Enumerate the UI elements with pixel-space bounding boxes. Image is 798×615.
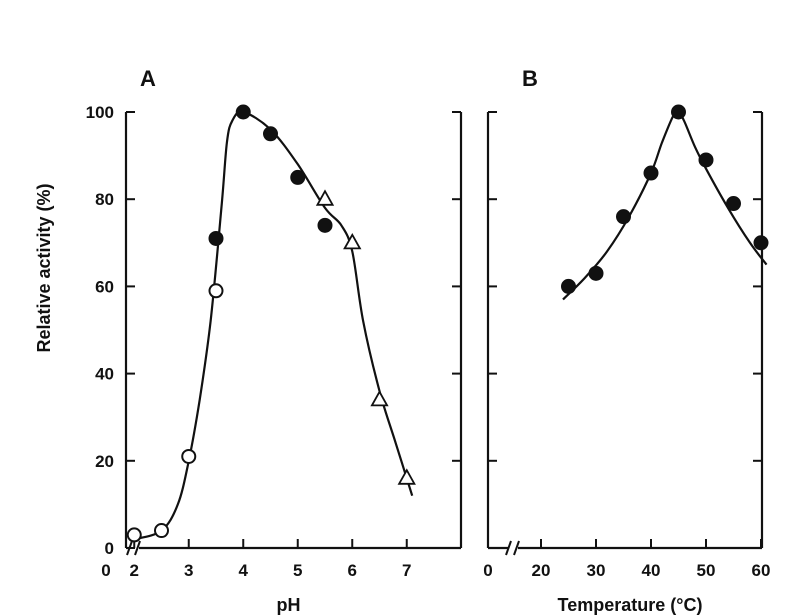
panel-a-point-open-circle (181, 448, 197, 464)
panel-b-x-tick-label: 50 (697, 561, 716, 580)
panel-a-point-open-circle (126, 527, 142, 543)
panel-b-point-filled-circle (616, 209, 631, 225)
panel-a-point-filled-circle (208, 230, 224, 246)
panel-b-x-tick-label: 40 (642, 561, 661, 580)
panel-a-x-tick-label: 3 (184, 561, 193, 580)
panel-a-x-axis-title: pH (277, 595, 301, 615)
panel-a-point-filled-circle (263, 126, 278, 142)
panel-b-letter: B (522, 66, 538, 91)
panel-b-x-tick-label: 20 (532, 561, 551, 580)
panel-b-point-filled-circle (726, 196, 741, 212)
panel-a-point-filled-circle (317, 217, 333, 233)
panel-a-point-filled-circle (235, 104, 251, 120)
panel-a-y-tick-label: 0 (105, 539, 114, 558)
panel-b-point-filled-circle (698, 152, 714, 168)
panel-b-x-axis-title: Temperature (°C) (558, 595, 703, 615)
panel-a-point-open-triangle (370, 389, 389, 407)
panel-a-y-tick-label: 60 (95, 277, 114, 296)
panel-a-point-open-triangle (397, 468, 416, 485)
panel-b-x-tick-label: 60 (752, 561, 771, 580)
panel-a-point-open-circle (208, 283, 224, 299)
panel-b-chart: B 0 20 30 40 50 60 Temperature (°C) (483, 66, 770, 615)
panel-a-x-tick-label: 4 (239, 561, 249, 580)
panel-b-point-filled-circle (753, 235, 769, 251)
panel-b-point-filled-circle (643, 165, 659, 181)
panel-a-x-tick-label: 0 (101, 561, 110, 580)
panel-a-letter: A (140, 66, 156, 91)
panel-a-point-filled-circle (290, 169, 306, 185)
panel-b-x-tick-label: 0 (483, 561, 492, 580)
panel-b-axis-break-mark (513, 540, 520, 556)
panel-a-y-tick-label: 100 (86, 103, 114, 122)
panel-b-point-filled-circle (588, 265, 604, 281)
panel-a-y-tick-label: 80 (95, 190, 114, 209)
panel-a-fit-curve (133, 110, 414, 541)
panel-b-point-filled-circle (561, 278, 576, 294)
panel-a-axis-break-mark (134, 540, 141, 556)
panel-a-y-tick-label: 40 (95, 365, 114, 384)
panel-a-x-tick-label: 6 (348, 561, 357, 580)
panel-a-point-open-triangle (343, 232, 362, 250)
panel-b-point-filled-circle (671, 104, 686, 120)
panel-a-y-axis-title: Relative activity (%) (34, 183, 54, 352)
panel-a-x-tick-label: 2 (130, 561, 139, 580)
panel-a-point-open-circle (154, 523, 169, 539)
panel-b-x-tick-label: 30 (587, 561, 606, 580)
panel-a-x-tick-label: 5 (293, 561, 302, 580)
panel-a-point-open-triangle (315, 189, 335, 206)
panel-a-y-tick-label: 20 (95, 452, 114, 471)
panel-b-axis-break-mark (505, 540, 512, 556)
panel-a-x-tick-label: 7 (402, 561, 411, 580)
